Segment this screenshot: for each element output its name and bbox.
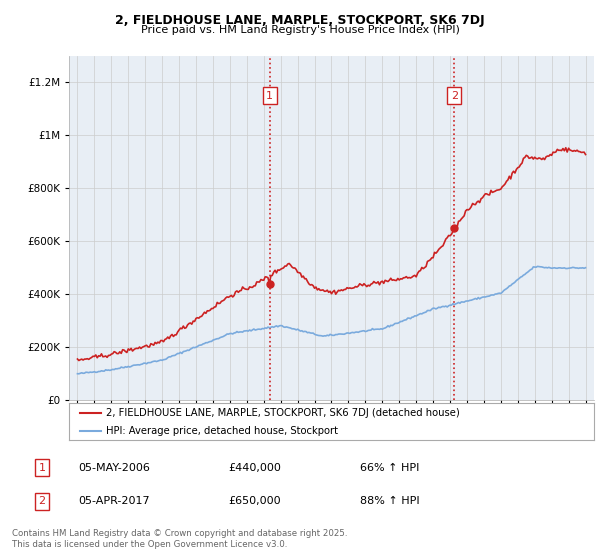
Text: 2: 2 [451,91,458,101]
Text: 05-MAY-2006: 05-MAY-2006 [78,463,150,473]
Text: 2: 2 [38,496,46,506]
Text: 88% ↑ HPI: 88% ↑ HPI [360,496,419,506]
Text: 66% ↑ HPI: 66% ↑ HPI [360,463,419,473]
Text: 1: 1 [38,463,46,473]
Text: 2, FIELDHOUSE LANE, MARPLE, STOCKPORT, SK6 7DJ: 2, FIELDHOUSE LANE, MARPLE, STOCKPORT, S… [115,14,485,27]
Text: 2, FIELDHOUSE LANE, MARPLE, STOCKPORT, SK6 7DJ (detached house): 2, FIELDHOUSE LANE, MARPLE, STOCKPORT, S… [106,408,460,418]
Text: £440,000: £440,000 [228,463,281,473]
Text: 1: 1 [266,91,273,101]
Text: Contains HM Land Registry data © Crown copyright and database right 2025.
This d: Contains HM Land Registry data © Crown c… [12,529,347,549]
Text: Price paid vs. HM Land Registry's House Price Index (HPI): Price paid vs. HM Land Registry's House … [140,25,460,35]
Text: £650,000: £650,000 [228,496,281,506]
Text: HPI: Average price, detached house, Stockport: HPI: Average price, detached house, Stoc… [106,426,338,436]
Text: 05-APR-2017: 05-APR-2017 [78,496,149,506]
